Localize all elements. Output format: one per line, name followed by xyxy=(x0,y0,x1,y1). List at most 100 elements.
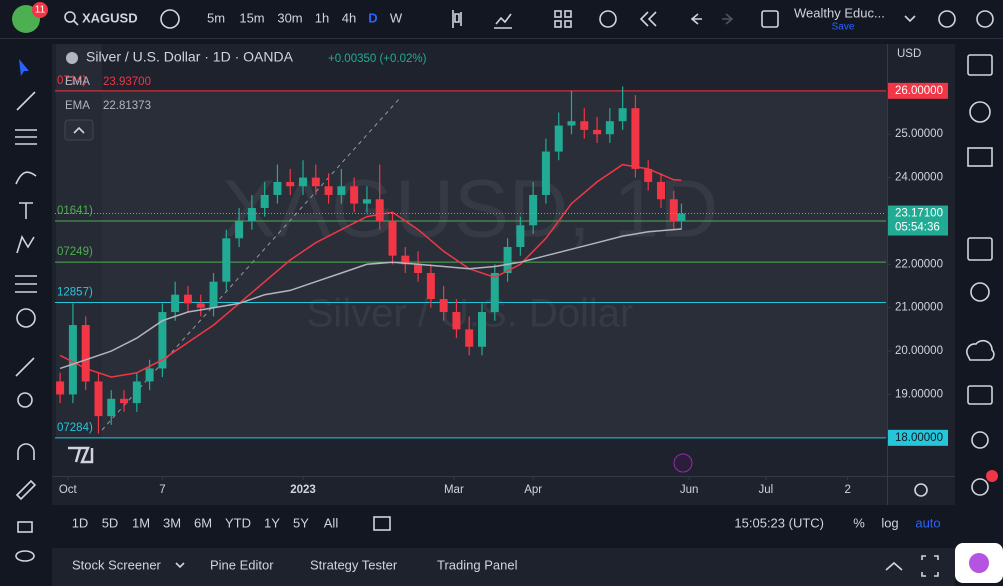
quick-search[interactable] xyxy=(938,10,956,28)
undo-button[interactable] xyxy=(690,13,702,25)
cursor-tool[interactable] xyxy=(19,59,29,76)
legend-collapse[interactable] xyxy=(64,119,94,141)
currency-label[interactable]: USD xyxy=(897,48,921,60)
interval-button[interactable]: W xyxy=(390,10,403,25)
layout-checkbox[interactable] xyxy=(761,10,779,28)
interval-button[interactable]: 1h xyxy=(315,10,329,25)
candle-body xyxy=(478,312,487,347)
notification-badge[interactable] xyxy=(32,2,48,18)
brush-tool[interactable] xyxy=(15,171,37,185)
x-tick-label: Oct xyxy=(59,484,78,496)
x-tick-label: 7 xyxy=(159,484,165,496)
range-button[interactable]: YTD xyxy=(225,515,251,530)
layout-button xyxy=(564,20,572,28)
trend-line-tool[interactable] xyxy=(16,91,36,111)
clock[interactable]: 15:05:23 (UTC) xyxy=(734,515,824,530)
panel-tab[interactable]: Strategy Tester xyxy=(310,557,398,572)
ideas-button[interactable] xyxy=(970,282,990,302)
icon-tool[interactable] xyxy=(16,308,36,328)
pattern-tool[interactable] xyxy=(16,235,35,254)
layout-menu[interactable] xyxy=(904,15,916,23)
interval-button[interactable]: 5m xyxy=(207,10,225,25)
zoom-tool[interactable] xyxy=(17,392,33,408)
range-button[interactable]: 1M xyxy=(132,515,150,530)
pine-button[interactable] xyxy=(971,431,989,449)
hide-tool[interactable] xyxy=(15,550,35,562)
streams-button[interactable] xyxy=(966,339,995,361)
data-window-button[interactable] xyxy=(967,147,993,167)
range-button[interactable]: 5D xyxy=(102,515,119,530)
magnet-tool[interactable] xyxy=(17,443,35,460)
compare-button[interactable] xyxy=(160,9,180,29)
candle-body xyxy=(260,194,269,208)
search-icon[interactable] xyxy=(64,11,76,23)
measure-tool[interactable] xyxy=(15,357,35,377)
drawing-mode[interactable] xyxy=(15,479,37,501)
watermark-symbol: XAGUSD, 1D xyxy=(222,164,719,255)
candle-body xyxy=(439,299,448,313)
legend-collapse-icon xyxy=(73,126,85,134)
signals-button[interactable] xyxy=(971,478,989,496)
axis-settings[interactable] xyxy=(914,483,928,497)
candle-body xyxy=(235,220,244,239)
layout-name[interactable]: Wealthy Educ... xyxy=(794,5,885,20)
candle-body xyxy=(286,181,295,187)
candle-body xyxy=(631,108,640,169)
range-button[interactable]: 1D xyxy=(72,515,89,530)
watchlist-button[interactable] xyxy=(967,54,993,76)
interval-button-active[interactable]: D xyxy=(368,10,377,25)
panel-tab-menu[interactable] xyxy=(175,562,185,569)
candle-body xyxy=(132,381,141,404)
alerts-button[interactable] xyxy=(969,101,991,123)
percent-toggle[interactable]: % xyxy=(853,515,865,530)
alert-button[interactable] xyxy=(599,10,617,28)
auto-toggle[interactable]: auto xyxy=(915,515,940,530)
range-button[interactable]: 6M xyxy=(194,515,212,530)
range-button[interactable]: 3M xyxy=(163,515,181,530)
layout-button[interactable] xyxy=(554,10,562,18)
notification-count: 11 xyxy=(35,5,46,16)
interval-button[interactable]: 15m xyxy=(239,10,264,25)
range-button[interactable]: All xyxy=(324,515,339,530)
panel-maximize[interactable] xyxy=(921,555,939,577)
replay-button[interactable] xyxy=(639,11,657,27)
candle-body xyxy=(209,281,218,308)
panel-expand[interactable] xyxy=(885,561,903,571)
candle-body xyxy=(529,194,538,226)
left-toolbar xyxy=(15,59,37,562)
prediction-tool[interactable] xyxy=(15,275,37,293)
candle-body xyxy=(94,381,103,417)
legend-title: Silver / U.S. Dollar · 1D · OANDA xyxy=(86,49,294,65)
candle-body xyxy=(183,294,192,304)
date-range-button[interactable] xyxy=(373,516,391,531)
settings-button[interactable] xyxy=(976,10,994,28)
range-button[interactable]: 1Y xyxy=(264,515,280,530)
fib-tool[interactable] xyxy=(15,129,37,145)
log-toggle[interactable]: log xyxy=(881,515,898,530)
lock-tool[interactable] xyxy=(17,521,33,533)
interval-button[interactable]: 30m xyxy=(277,10,302,25)
calendar-button[interactable] xyxy=(967,237,993,261)
indicators-button[interactable] xyxy=(494,13,512,29)
candle-body xyxy=(68,325,77,395)
redo-button[interactable] xyxy=(722,13,734,25)
search-icon xyxy=(73,20,79,26)
layout-button xyxy=(554,20,562,28)
event-marker[interactable] xyxy=(673,453,693,473)
candle-body xyxy=(465,329,474,347)
panel-tab[interactable]: Pine Editor xyxy=(210,557,274,572)
panel-tab[interactable]: Stock Screener xyxy=(72,557,162,572)
chart-type-button[interactable] xyxy=(452,10,462,28)
zone-highlight xyxy=(56,91,887,438)
symbol-icon xyxy=(66,52,78,64)
save-status[interactable]: Save xyxy=(832,22,855,33)
interval-button[interactable]: 4h xyxy=(342,10,356,25)
panel-tab[interactable]: Trading Panel xyxy=(437,557,518,572)
price-tag-label: 18.00000 xyxy=(895,432,943,444)
range-button[interactable]: 5Y xyxy=(293,515,309,530)
symbol-search[interactable]: XAGUSD xyxy=(82,10,138,25)
price-tag-label: 26.00000 xyxy=(895,85,943,97)
text-tool[interactable] xyxy=(19,202,33,219)
chats-button[interactable] xyxy=(967,385,993,405)
price-tag xyxy=(888,82,948,99)
